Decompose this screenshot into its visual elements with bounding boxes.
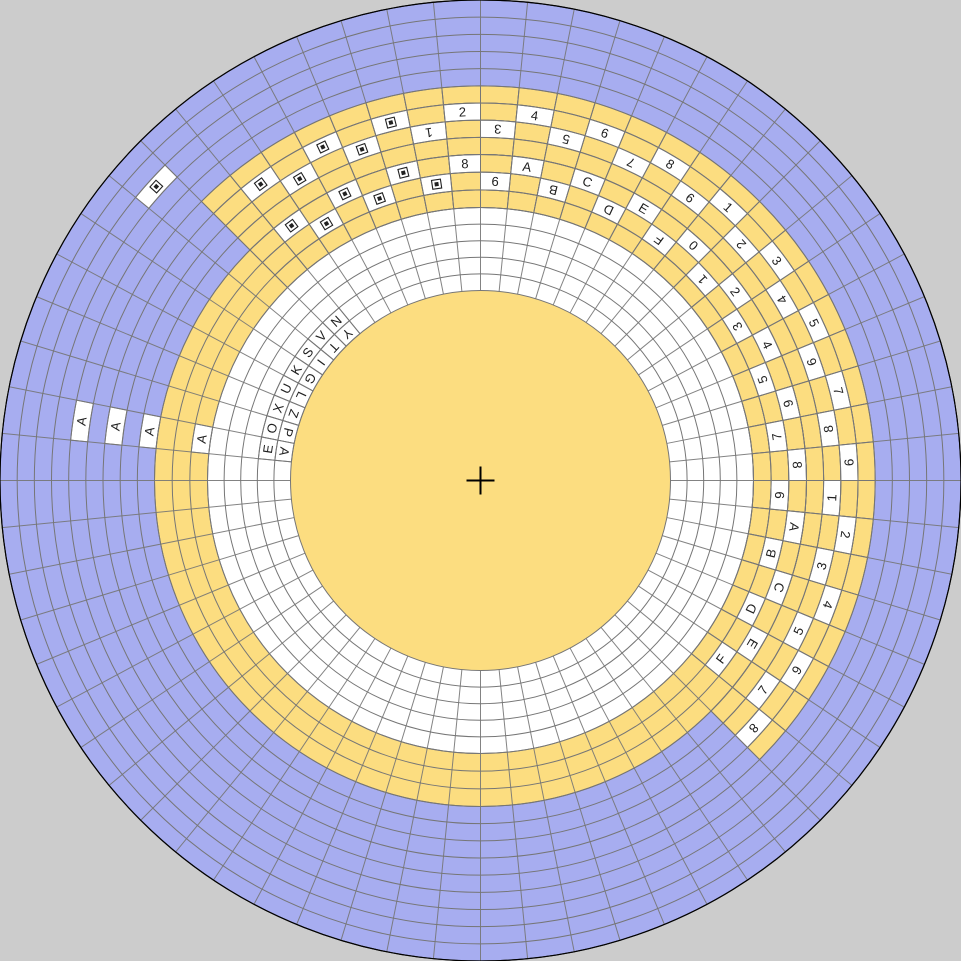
svg-text:8: 8	[461, 156, 469, 171]
svg-text:8: 8	[790, 461, 805, 469]
svg-text:9: 9	[491, 174, 499, 189]
svg-text:3: 3	[494, 122, 502, 137]
svg-text:9: 9	[772, 491, 787, 499]
svg-text:1: 1	[824, 494, 839, 502]
svg-text:9: 9	[841, 458, 856, 466]
svg-text:2: 2	[458, 104, 466, 119]
